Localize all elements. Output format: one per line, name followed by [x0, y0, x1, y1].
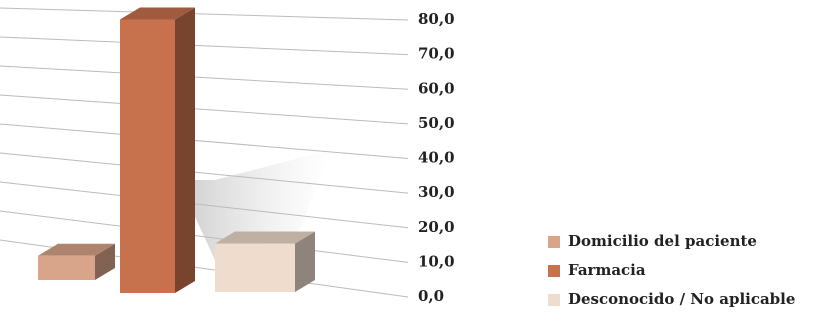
y-tick-label: 40,0: [418, 149, 455, 167]
grid-line: [0, 7, 409, 21]
y-tick-label: 30,0: [418, 183, 455, 201]
bar-top: [215, 231, 315, 244]
bar: [38, 255, 95, 280]
legend-swatch: [548, 236, 560, 248]
bar-side: [175, 7, 195, 294]
legend-swatch: [548, 265, 560, 277]
grid-line: [0, 152, 409, 194]
bar-top: [120, 7, 195, 20]
y-tick-label: 70,0: [418, 45, 455, 63]
bar: [120, 19, 175, 294]
grid-line: [0, 210, 409, 263]
legend-label: Farmacia: [568, 261, 646, 279]
bar-side: [295, 231, 315, 292]
y-tick-label: 80,0: [418, 10, 455, 28]
y-tick-label: 50,0: [418, 114, 455, 132]
legend-swatch: [548, 294, 560, 306]
legend-label: Domicilio del paciente: [568, 232, 757, 250]
bar-top: [38, 243, 115, 256]
legend-label: Desconocido / No aplicable: [568, 290, 795, 308]
grid-line: [0, 94, 409, 125]
y-tick-label: 20,0: [418, 218, 455, 236]
grid-line: [0, 123, 409, 159]
y-tick-label: 10,0: [418, 252, 455, 270]
grid-line: [0, 36, 409, 56]
grid-line: [0, 181, 409, 229]
bar: [215, 243, 295, 292]
grid-line: [0, 65, 409, 90]
y-tick-label: 0,0: [418, 287, 444, 305]
bar-side: [95, 243, 115, 280]
y-tick-label: 60,0: [418, 79, 455, 97]
